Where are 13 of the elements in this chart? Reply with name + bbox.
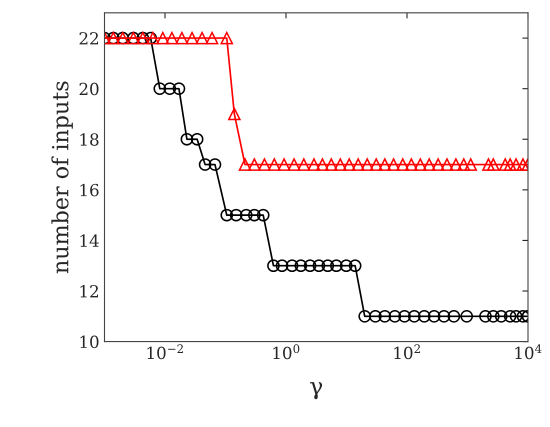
y-tick-label: 10 xyxy=(80,336,99,348)
y-tick-label: 16 xyxy=(80,184,99,196)
x-tick-label: 10$^{0}$ xyxy=(273,344,300,360)
x-tick-label: 10$^{4}$ xyxy=(515,344,542,360)
y-tick-label: 22 xyxy=(80,32,98,44)
y-tick-label: 18 xyxy=(80,133,99,146)
y-tick-label: 14 xyxy=(80,234,99,247)
x-axis-title: γ xyxy=(310,382,322,400)
x-tick-label: 10$^{−2}$ xyxy=(148,344,183,360)
y-axis-title: number of inputs xyxy=(51,81,73,274)
y-tick-label: 12 xyxy=(80,284,98,298)
x-tick-label: 10$^{2}$ xyxy=(394,344,420,360)
y-tick-label: 20 xyxy=(80,82,99,96)
